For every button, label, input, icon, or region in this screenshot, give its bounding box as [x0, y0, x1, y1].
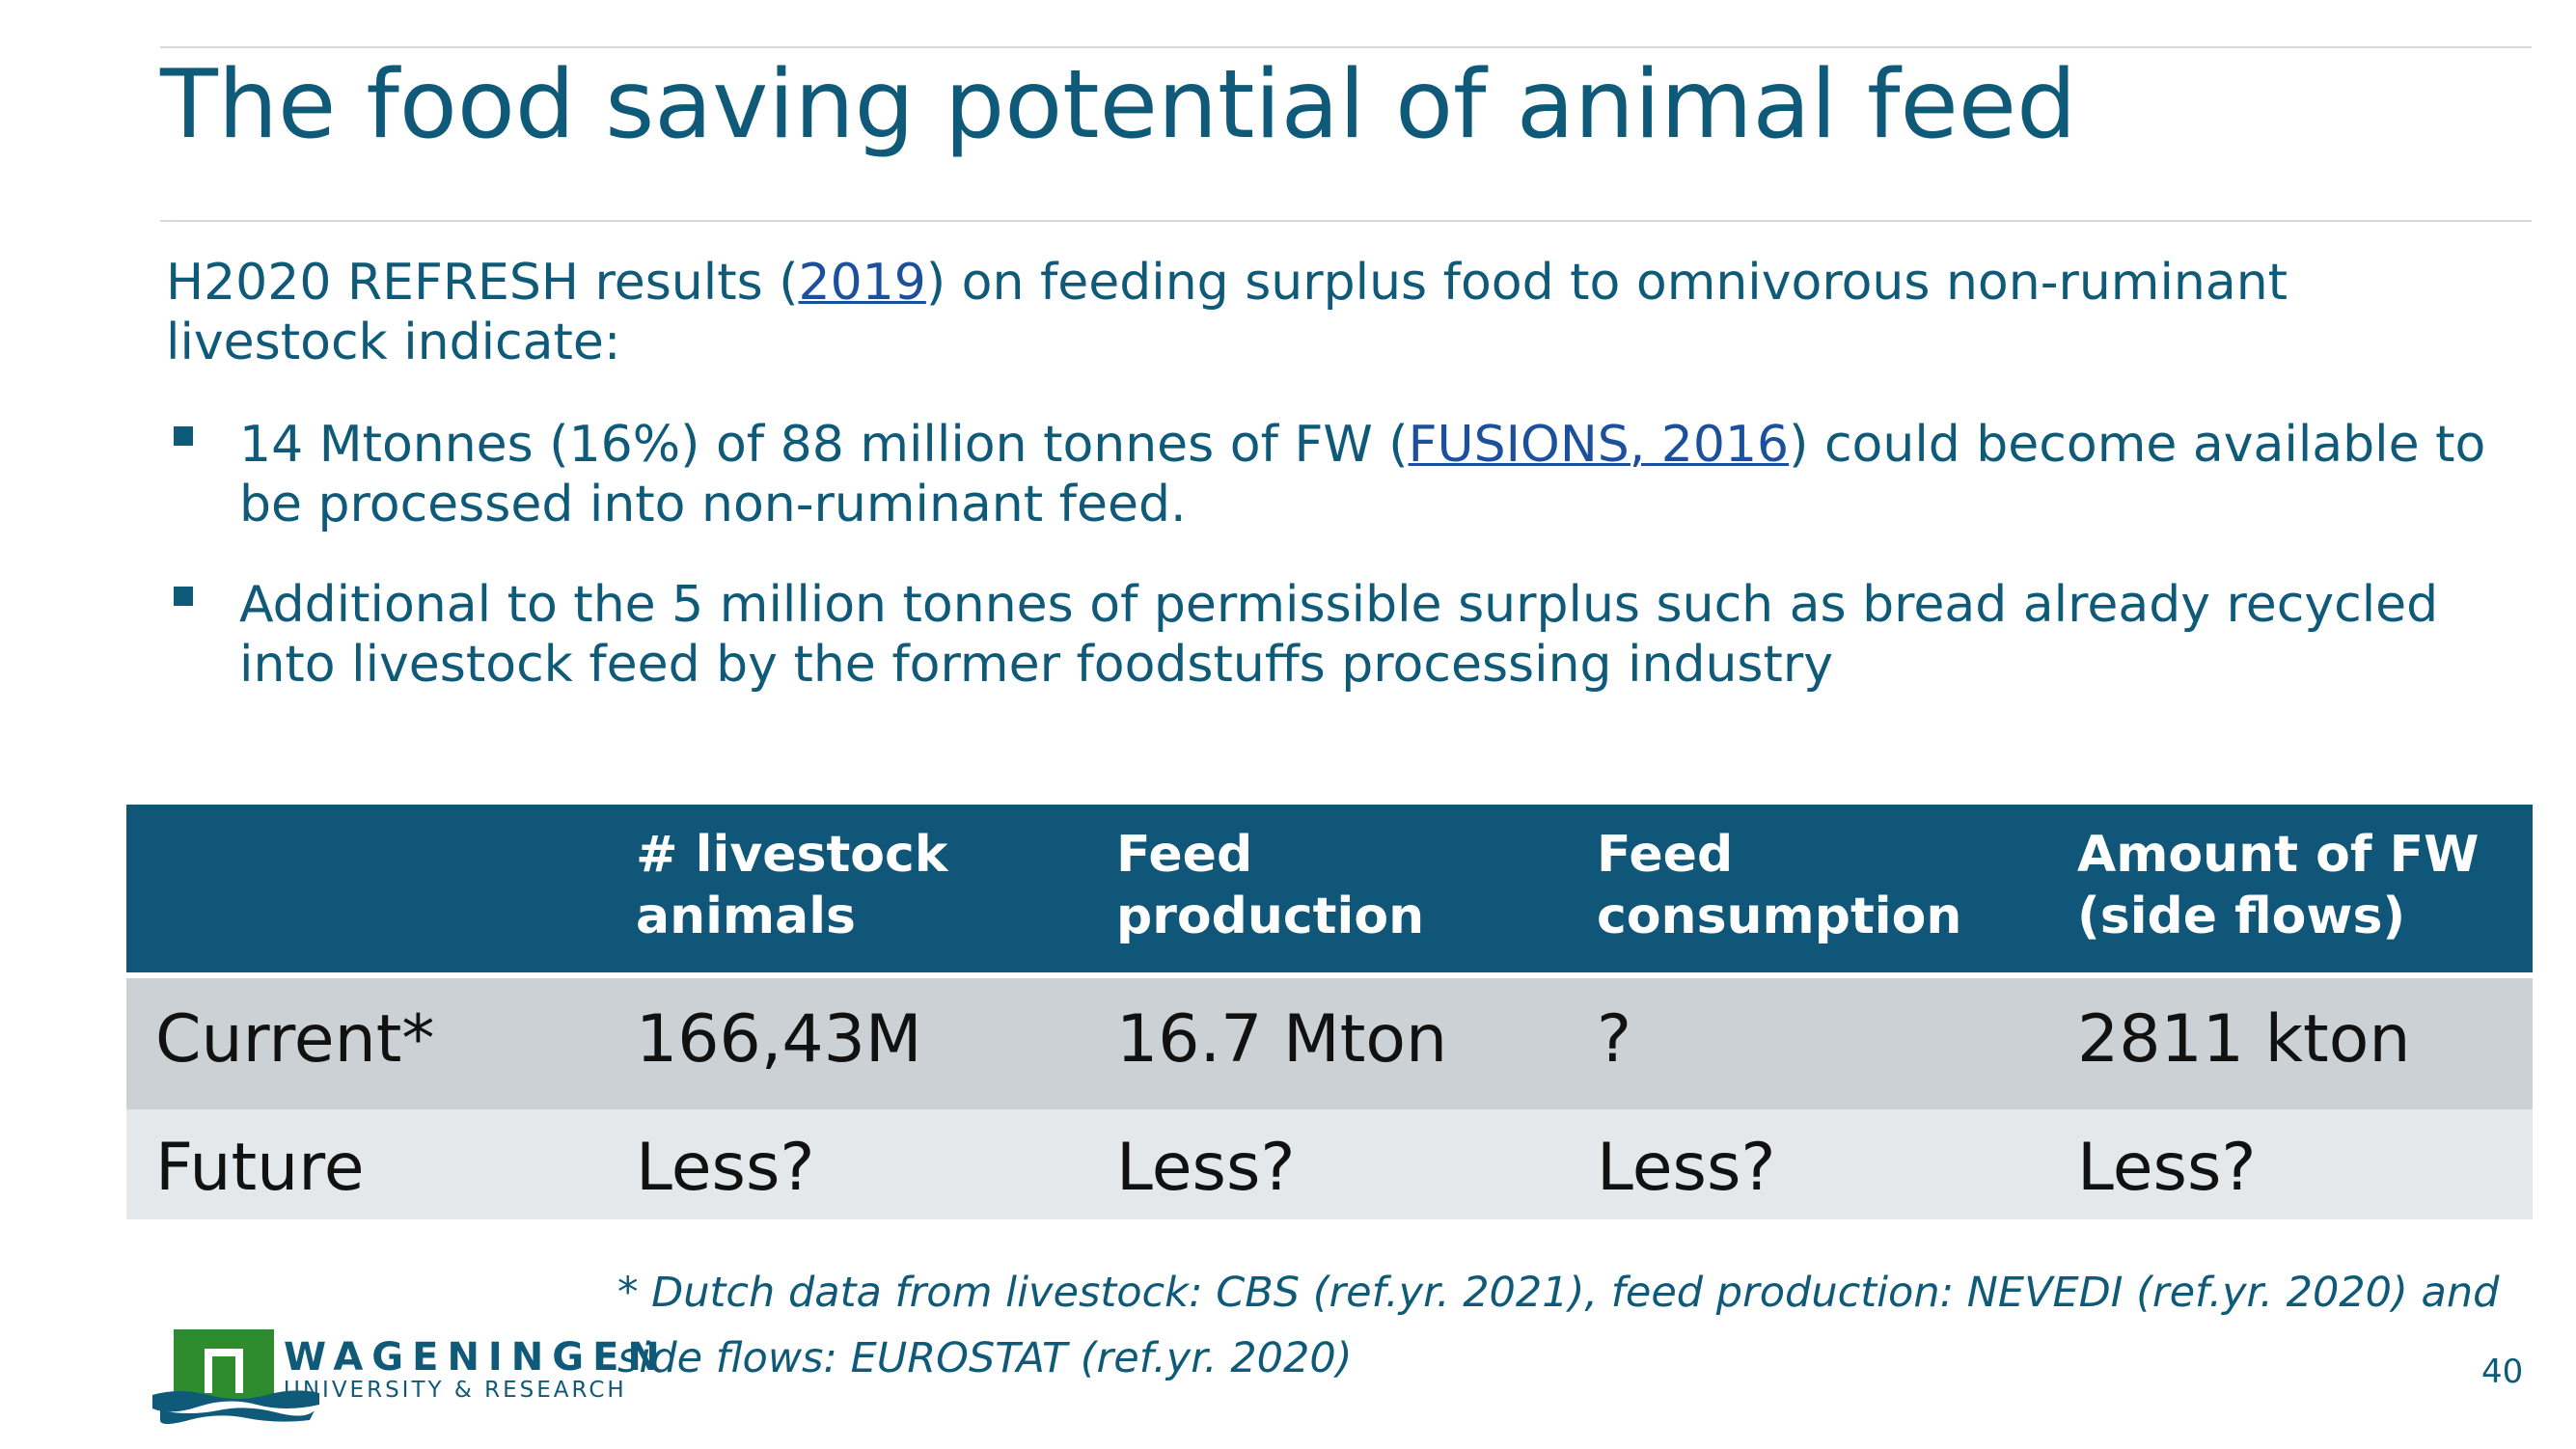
table-cell: Future: [155, 1130, 365, 1206]
table-header-cell: Feed production: [1116, 826, 1425, 945]
table-header-row: # livestock animals Feed production Feed…: [126, 805, 2533, 972]
table-header-cell: [126, 805, 607, 972]
intro-text-start: H2020 REFRESH results (: [166, 254, 799, 312]
page-number: 40: [2481, 1353, 2524, 1391]
table-cell: 166,43M: [636, 1001, 922, 1078]
title-divider: [160, 220, 2532, 222]
bullet1-text-start: 14 Mtonnes (16%) of 88 million tonnes of…: [239, 416, 1409, 474]
wageningen-logo-icon: [152, 1329, 319, 1424]
table-header-cell: Amount of FW (side flows): [2077, 826, 2480, 945]
table-cell: 16.7 Mton: [1116, 1001, 1448, 1078]
bullet-square-icon: [174, 587, 193, 606]
table-row: Current* 166,43M 16.7 Mton ? 2811 kton: [126, 978, 2533, 1109]
table-cell: Less?: [1116, 1130, 1296, 1206]
bullet-item: 14 Mtonnes (16%) of 88 million tonnes of…: [166, 415, 2520, 534]
slide-title: The food saving potential of animal feed: [160, 50, 2077, 160]
link-2019[interactable]: 2019: [798, 254, 926, 312]
data-table: # livestock animals Feed production Feed…: [126, 805, 2533, 1219]
bullet-square-icon: [174, 426, 193, 446]
intro-text-end: ) on feeding surplus food to omnivorous …: [166, 254, 2288, 371]
bullet2-text: Additional to the 5 million tonnes of pe…: [239, 576, 2439, 694]
logo-name: WAGENINGEN: [284, 1335, 669, 1380]
table-cell: Less?: [1597, 1130, 1776, 1206]
table-cell: Less?: [636, 1130, 815, 1206]
table-cell: Less?: [2077, 1130, 2257, 1206]
bullet1-text-end: ) could become available to be processed…: [239, 416, 2486, 533]
intro-text: H2020 REFRESH results (2019) on feeding …: [166, 253, 2501, 372]
bullet-list: 14 Mtonnes (16%) of 88 million tonnes of…: [166, 415, 2520, 735]
table-header-cell: Feed consumption: [1597, 826, 1962, 945]
footnote: * Dutch data from livestock: CBS (ref.yr…: [617, 1269, 2500, 1382]
table-header-cell: # livestock animals: [636, 826, 948, 945]
table-cell: ?: [1597, 1001, 1632, 1078]
link-fusions-2016[interactable]: FUSIONS, 2016: [1408, 416, 1790, 474]
top-divider: [160, 46, 2532, 48]
bullet-item: Additional to the 5 million tonnes of pe…: [166, 575, 2520, 695]
table-row: Future Less? Less? Less? Less?: [126, 1109, 2533, 1219]
logo-subtitle: UNIVERSITY & RESEARCH: [284, 1378, 627, 1403]
table-cell: 2811 kton: [2077, 1001, 2411, 1078]
table-cell: Current*: [155, 1001, 435, 1078]
